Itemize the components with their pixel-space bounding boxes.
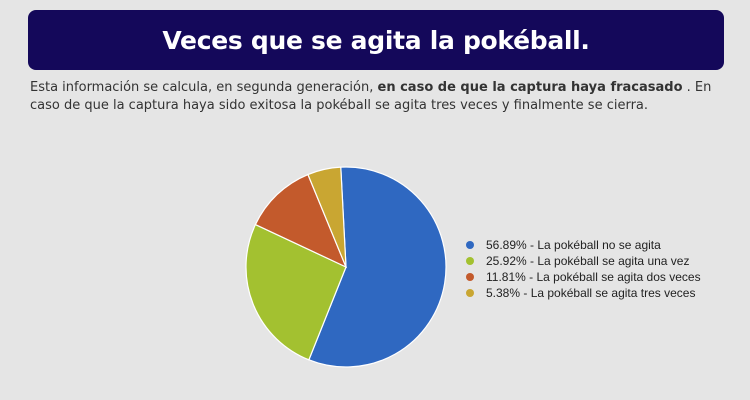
intro-paragraph: Esta información se calcula, en segunda … <box>30 79 720 115</box>
pie-slice-2 <box>245 223 347 361</box>
pie-slice-1 <box>308 166 447 368</box>
intro-text-before: Esta información se calcula, en segunda … <box>30 80 378 95</box>
legend-label: 5.38% - La pokéball se agita tres veces <box>486 286 696 300</box>
legend-swatch <box>466 273 474 281</box>
legend-swatch <box>466 289 474 297</box>
legend-swatch <box>466 241 474 249</box>
legend-item-1: 56.89% - La pokéball no se agita <box>466 237 701 253</box>
title-banner: Veces que se agita la pokéball. <box>28 10 724 70</box>
intro-text-after: . En caso de que la captura haya sido ex… <box>30 80 712 113</box>
intro-text-bold: en caso de que la captura haya fracasado <box>377 80 683 95</box>
chart-legend: 56.89% - La pokéball no se agita 25.92% -… <box>466 237 701 301</box>
legend-label: 11.81% - La pokéball se agita dos veces <box>486 270 701 284</box>
page-title: Veces que se agita la pokéball. <box>162 25 590 55</box>
legend-label: 56.89% - La pokéball no se agita <box>486 238 661 252</box>
pie-slices <box>245 166 447 368</box>
pie-slice-3 <box>254 173 348 269</box>
legend-item-4: 5.38% - La pokéball se agita tres veces <box>466 285 701 301</box>
legend-label: 25.92% - La pokéball se agita una vez <box>486 254 690 268</box>
pie-slice-4 <box>307 166 347 268</box>
legend-swatch <box>466 257 474 265</box>
legend-item-3: 11.81% - La pokéball se agita dos veces <box>466 269 701 285</box>
legend-item-2: 25.92% - La pokéball se agita una vez <box>466 253 701 269</box>
